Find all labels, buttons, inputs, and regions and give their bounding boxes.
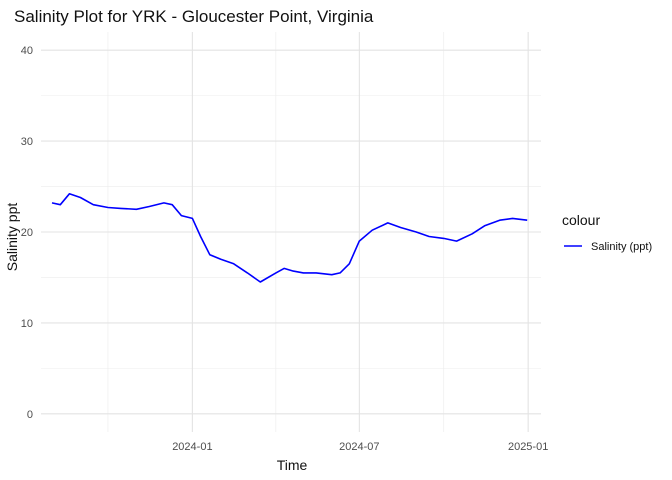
- salinity-line: [51, 193, 528, 283]
- y-tick-label: 10: [21, 318, 33, 330]
- x-tick-label: 2024-01: [172, 441, 212, 453]
- x-tick-label: 2024-07: [339, 441, 379, 453]
- y-tick-label: 0: [27, 409, 33, 421]
- legend-title: colour: [562, 212, 600, 228]
- legend-label-salinity: Salinity (ppt): [591, 241, 652, 253]
- x-axis-title: Time: [277, 457, 308, 473]
- x-tick-label: 2025-01: [508, 441, 548, 453]
- y-tick-label: 30: [21, 136, 33, 148]
- y-tick-label: 40: [21, 45, 33, 57]
- y-tick-label: 20: [21, 227, 33, 239]
- chart-title: Salinity Plot for YRK - Gloucester Point…: [14, 7, 374, 26]
- grid: [41, 32, 541, 432]
- y-axis-title: Salinity ppt: [4, 203, 20, 272]
- legend: colour Salinity (ppt): [562, 212, 652, 253]
- series-layer: [51, 193, 528, 283]
- tick-labels: 0 10 20 30 40 2024-01 2024-07 2025-01: [21, 45, 549, 453]
